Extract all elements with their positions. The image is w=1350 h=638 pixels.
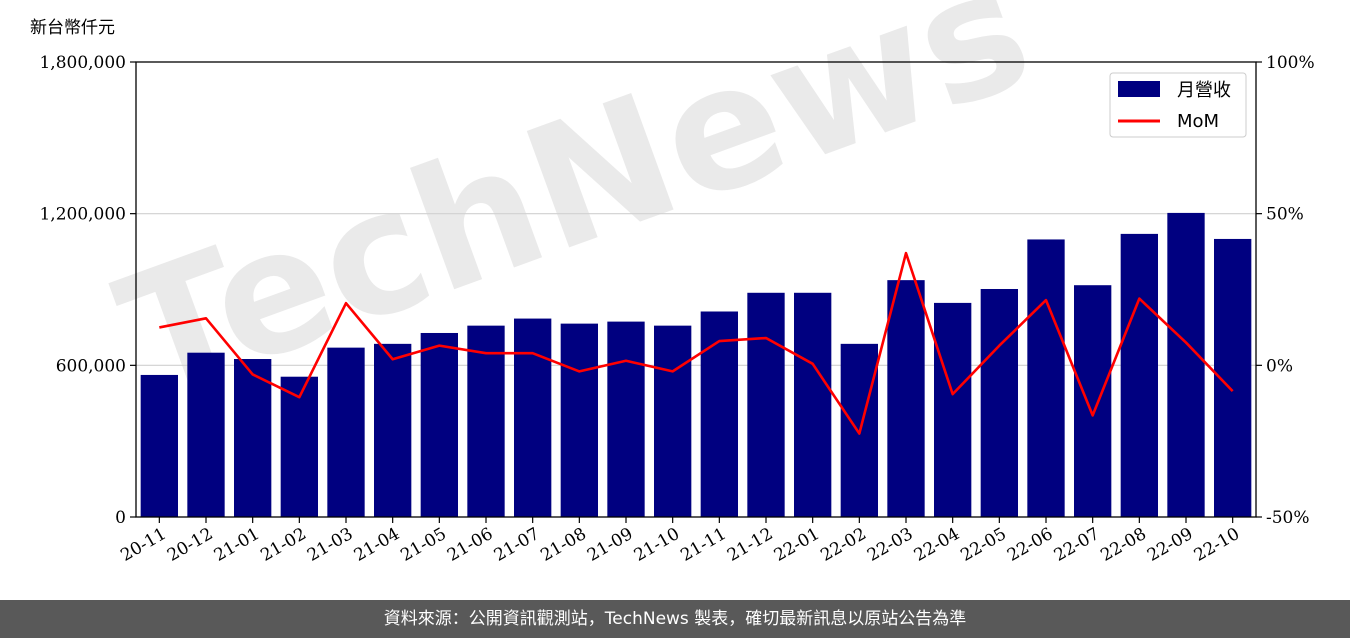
x-tick-label: 21-06 — [444, 524, 496, 566]
revenue-bar — [654, 325, 692, 517]
x-tick-label: 22-04 — [911, 524, 963, 566]
x-tick-label: 21-05 — [397, 524, 449, 566]
x-tick-label: 21-12 — [724, 524, 776, 566]
revenue-bar — [467, 325, 505, 517]
x-tick-label: 22-09 — [1144, 524, 1196, 566]
legend-label-revenue: 月營收 — [1177, 80, 1231, 101]
legend-bar-swatch — [1118, 81, 1160, 97]
revenue-bar — [1027, 239, 1065, 517]
left-tick-label: 600,000 — [56, 356, 126, 376]
x-tick-label: 20-12 — [164, 524, 216, 566]
revenue-bar — [887, 280, 925, 517]
revenue-bar — [374, 343, 412, 517]
left-tick-label: 1,200,000 — [39, 205, 126, 225]
revenue-bar — [327, 347, 365, 517]
x-tick-label: 22-06 — [1004, 524, 1056, 566]
revenue-bar — [934, 302, 972, 517]
revenue-bar — [187, 352, 225, 517]
left-tick-label: 0 — [115, 508, 126, 528]
revenue-bar — [1167, 212, 1205, 518]
revenue-bar — [140, 374, 178, 517]
x-tick-label: 22-05 — [957, 524, 1009, 566]
revenue-bar — [980, 288, 1018, 517]
x-tick-label: 21-02 — [257, 524, 309, 566]
x-tick-label: 22-07 — [1051, 524, 1103, 566]
right-tick-label: -50% — [1266, 508, 1310, 528]
revenue-bar — [607, 321, 645, 517]
x-tick-label: 21-03 — [304, 524, 356, 566]
revenue-chart: TechNews 0600,0001,200,0001,800,000-50%0… — [30, 0, 1315, 566]
x-tick-label: 21-11 — [677, 524, 729, 566]
x-tick-label: 22-03 — [864, 524, 916, 566]
grid-layer — [136, 213, 1256, 366]
revenue-bar — [420, 332, 458, 517]
legend: 月營收 MoM — [1109, 72, 1247, 138]
revenue-bar — [747, 292, 785, 517]
x-tick-label: 21-08 — [537, 524, 589, 566]
right-tick-label: 100% — [1266, 53, 1315, 73]
legend-label-mom: MoM — [1177, 111, 1219, 132]
x-tick-label: 21-09 — [584, 524, 636, 566]
footer-source-note: 資料來源：公開資訊觀測站，TechNews 製表，確切最新訊息以原站公告為準 — [0, 600, 1350, 638]
x-tick-label: 21-10 — [631, 524, 683, 566]
x-tick-label: 21-07 — [491, 524, 543, 566]
mom-line — [159, 251, 1234, 435]
y-axis-unit-label: 新台幣仟元 — [30, 18, 115, 38]
revenue-bar — [700, 311, 738, 517]
x-tick-label: 22-02 — [817, 524, 869, 566]
right-tick-label: 0% — [1266, 356, 1293, 376]
x-tick-label: 21-04 — [351, 524, 403, 566]
x-tick-label: 21-01 — [211, 524, 263, 566]
revenue-bar — [1074, 285, 1112, 517]
x-tick-label: 22-10 — [1191, 524, 1243, 566]
mom-line-layer — [159, 251, 1234, 435]
plot-frame — [135, 61, 1257, 518]
revenue-bar — [1120, 233, 1158, 517]
revenue-bar — [234, 359, 272, 517]
revenue-bar — [280, 376, 318, 517]
revenue-bar — [514, 318, 552, 517]
x-tick-label: 20-11 — [117, 524, 169, 566]
left-tick-label: 1,800,000 — [39, 53, 126, 73]
right-tick-label: 50% — [1266, 205, 1304, 225]
revenue-bar — [794, 292, 832, 517]
x-tick-label: 22-01 — [771, 524, 823, 566]
revenue-bar — [560, 323, 598, 517]
x-tick-label: 22-08 — [1097, 524, 1149, 566]
